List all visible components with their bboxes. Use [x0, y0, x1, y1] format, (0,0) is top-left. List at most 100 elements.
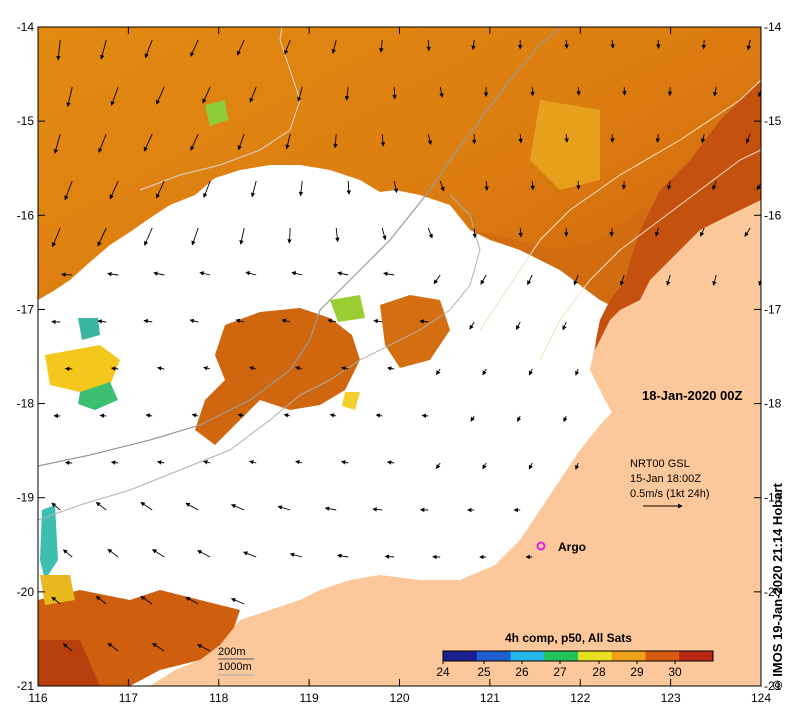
current-arrow	[745, 133, 751, 144]
y-tick-label: -14	[764, 20, 782, 34]
current-arrow	[435, 368, 441, 376]
current-arrow	[563, 415, 568, 423]
current-arrow	[95, 595, 107, 605]
y-tick-label: -20	[17, 585, 35, 599]
current-model-label: NRT00 GSL	[630, 458, 690, 470]
current-arrow	[666, 274, 671, 286]
current-arrow	[203, 366, 211, 371]
current-arrow	[744, 227, 751, 237]
current-arrow	[530, 180, 535, 191]
current-legend: NRT00 GSL 15-Jan 18:00Z 0.5m/s (1kt 24h)	[630, 458, 709, 509]
current-arrow	[655, 133, 661, 143]
y-tick-label: -18	[17, 397, 35, 411]
current-arrow	[610, 39, 615, 49]
current-arrow	[53, 133, 61, 154]
current-arrow	[203, 460, 211, 465]
current-arrow	[107, 271, 119, 277]
x-tick-label: 122	[570, 691, 590, 705]
current-arrow	[419, 319, 429, 324]
colorbar-segment	[443, 651, 478, 661]
current-arrow	[701, 39, 707, 50]
current-arrow	[199, 271, 211, 276]
y-tick-label: -16	[764, 208, 782, 222]
current-arrow	[329, 413, 337, 418]
current-arrow	[281, 318, 291, 324]
current-arrow	[140, 595, 153, 605]
current-arrow	[97, 227, 107, 247]
current-arrow	[380, 133, 386, 147]
y-tick-label: -15	[17, 114, 35, 128]
current-arrow	[190, 133, 199, 151]
current-arrow	[518, 133, 523, 144]
y-tick-label: -19	[17, 491, 35, 505]
y-tick-label: -21	[17, 679, 35, 693]
y-tick-label: -16	[17, 208, 35, 222]
colorbar-tick-label: 25	[477, 665, 491, 679]
current-arrow	[185, 502, 199, 511]
current-arrow	[145, 413, 153, 418]
current-arrow	[421, 413, 429, 418]
current-arrow	[143, 133, 153, 152]
current-arrow	[621, 180, 627, 190]
current-arrow	[285, 133, 291, 150]
current-arrow	[230, 504, 245, 511]
current-arrow	[51, 596, 61, 605]
current-arrow	[144, 39, 153, 59]
y-tick-label: -18	[764, 397, 782, 411]
current-arrow	[190, 39, 199, 57]
colorbar-tick-label: 26	[515, 665, 529, 679]
current-arrow	[433, 274, 441, 285]
current-arrow	[153, 271, 165, 276]
current-arrow	[712, 274, 717, 286]
current-arrow	[381, 227, 387, 241]
x-tick-label: 124	[751, 691, 771, 705]
current-arrow	[518, 227, 523, 238]
current-arrow	[528, 368, 533, 376]
current-arrow	[471, 39, 476, 51]
current-arrow	[152, 643, 165, 652]
isobaths	[38, 27, 761, 521]
current-arrow	[185, 596, 199, 605]
current-arrow	[97, 319, 107, 324]
current-arrow	[107, 548, 119, 558]
current-arrow	[287, 227, 292, 244]
current-arrow	[484, 180, 489, 191]
current-arrow	[51, 227, 61, 248]
current-arrow	[156, 180, 165, 199]
current-arrow	[156, 86, 165, 105]
colorbar-segment	[611, 651, 646, 661]
current-arrow	[393, 180, 399, 194]
current-arrow	[297, 86, 303, 102]
current-arrow	[746, 39, 752, 51]
colorbar-segment	[679, 651, 714, 661]
current-arrow	[527, 274, 533, 286]
current-arrow	[143, 318, 153, 324]
colorbar-segment	[510, 651, 545, 661]
current-arrow	[295, 460, 303, 465]
colorbar-tick-label: 28	[592, 665, 606, 679]
current-arrow	[197, 550, 211, 558]
current-arrow	[346, 180, 352, 195]
current-arrow	[191, 413, 199, 418]
current-arrow	[439, 86, 444, 98]
current-scale-label: 0.5m/s (1kt 24h)	[630, 488, 709, 500]
current-arrow	[528, 462, 533, 470]
current-arrow	[517, 415, 522, 422]
current-vectors	[51, 39, 761, 652]
current-arrow	[110, 460, 119, 465]
current-arrow	[439, 180, 445, 192]
current-arrow	[373, 318, 383, 324]
current-arrow	[152, 549, 165, 558]
isobath-1000m-label: 1000m	[218, 661, 252, 673]
x-axis: 116 117 118 119 120 121 122 123 124	[28, 27, 771, 705]
current-arrow	[337, 553, 349, 559]
isobath-legend: 200m 1000m	[218, 646, 254, 676]
colorbar-tick-label: 24	[436, 665, 450, 679]
current-arrow	[237, 413, 245, 418]
current-arrow	[712, 86, 718, 97]
current-arrow	[472, 227, 477, 239]
current-arrow	[470, 415, 475, 422]
y-tick-label: -17	[764, 302, 782, 316]
argo-float-marker	[536, 541, 546, 551]
current-arrow	[100, 39, 107, 60]
